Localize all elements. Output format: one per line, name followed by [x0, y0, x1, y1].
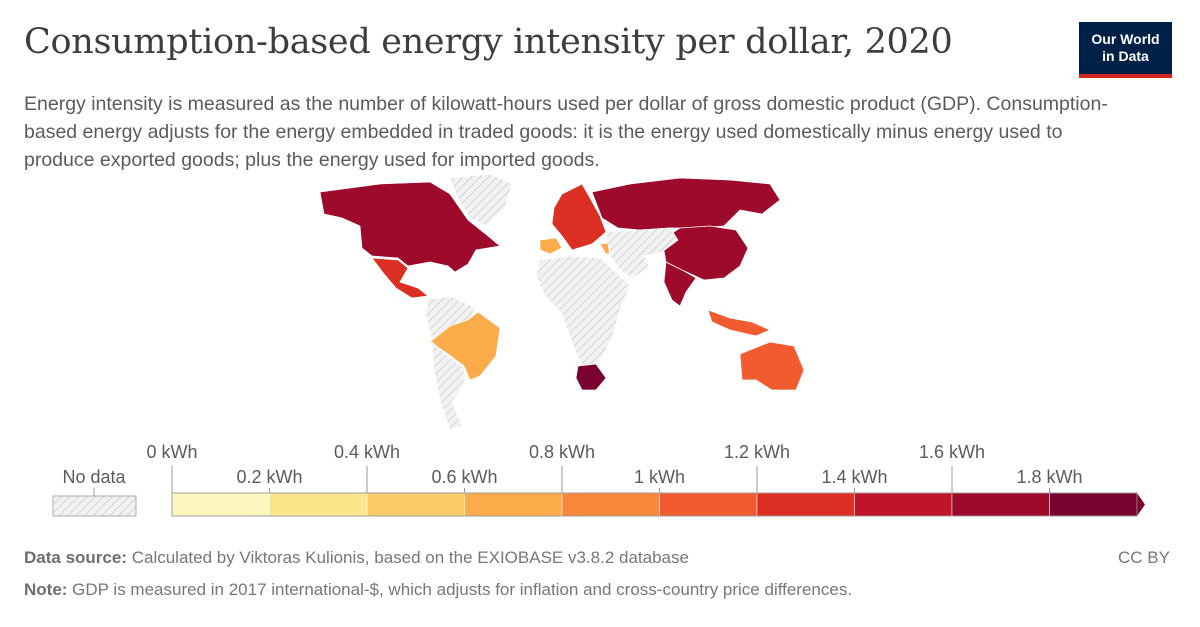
legend-top-label-0: 0 kWh	[146, 442, 197, 462]
country-southern-cone[interactable]	[431, 341, 465, 430]
legend-top-label-4: 1.6 kWh	[919, 442, 985, 462]
legend-bin-7	[854, 492, 953, 517]
legend-bottom-label-2: 1 kWh	[634, 467, 685, 487]
chart-note: Note: GDP is measured in 2017 internatio…	[24, 580, 852, 600]
country-africa[interactable]	[535, 255, 631, 369]
legend-bin-4	[561, 492, 660, 517]
legend-bin-8	[951, 492, 1050, 517]
legend-bottom-label-3: 1.4 kWh	[821, 467, 887, 487]
legend-bin-1	[269, 492, 368, 517]
country-greenland[interactable]	[449, 173, 513, 227]
legend-bin-5	[659, 492, 758, 517]
logo-line-2: in Data	[1102, 48, 1149, 64]
country-north-america[interactable]: North America: 1.9 kWh	[319, 181, 501, 273]
color-legend: No data 0 kWh 0.4 kWh 0.8 kWh 1.2 kWh 1.6 kW…	[52, 442, 1145, 517]
owid-logo[interactable]: Our World in Data	[1079, 22, 1172, 78]
legend-bin-3	[464, 492, 563, 517]
logo-line-1: Our World	[1091, 31, 1160, 47]
country-middle-east-central-asia[interactable]	[605, 227, 679, 279]
legend-bottom-label-4: 1.8 kWh	[1016, 467, 1082, 487]
note-text: GDP is measured in 2017 international-$,…	[67, 580, 853, 599]
legend-bin-6	[756, 492, 855, 517]
license-link[interactable]: CC BY	[1118, 548, 1170, 567]
data-source-label: Data source:	[24, 548, 127, 567]
country-india[interactable]: India: 1.9 kWh	[663, 261, 697, 307]
chart-subtitle: Energy intensity is measured as the numb…	[24, 93, 1108, 171]
legend-bin-0	[171, 492, 270, 517]
country-indonesia[interactable]: Indonesia: 1.1 kWh	[707, 309, 771, 337]
country-mexico[interactable]: Mexico: 1.3 kWh	[371, 257, 429, 299]
legend-bin-2	[366, 492, 465, 517]
country-russia[interactable]: Russia: 1.9 kWh	[591, 177, 781, 231]
legend-arrow-tip	[1137, 493, 1145, 516]
legend-bottom-label-0: 0.2 kWh	[236, 467, 302, 487]
legend-no-data-swatch	[52, 495, 137, 517]
data-source-text: Calculated by Viktoras Kulionis, based o…	[126, 548, 689, 567]
note-label: Note:	[24, 580, 68, 599]
legend-bottom-label-1: 0.6 kWh	[431, 467, 497, 487]
chart-title: Consumption-based energy intensity per d…	[24, 22, 953, 62]
country-brazil[interactable]: Brazil: 0.7 kWh	[429, 311, 501, 381]
logo-accent-bar	[1079, 74, 1172, 78]
legend-bin-9	[1049, 492, 1138, 517]
country-australia[interactable]: Australia: 1.1 kWh	[739, 341, 805, 391]
world-map[interactable]: North America: 1.9 kWhMexico: 1.3 kWhBra…	[300, 170, 860, 430]
country-spain[interactable]: Spain: 0.7 kWh	[539, 237, 563, 255]
legend-no-data-label: No data	[62, 467, 126, 487]
data-source: Data source: Calculated by Viktoras Kuli…	[24, 548, 689, 568]
legend-top-label-2: 0.8 kWh	[529, 442, 595, 462]
country-south-africa[interactable]: South Africa: 2 kWh	[575, 363, 607, 391]
legend-top-label-3: 1.2 kWh	[724, 442, 790, 462]
legend-top-label-1: 0.4 kWh	[334, 442, 400, 462]
